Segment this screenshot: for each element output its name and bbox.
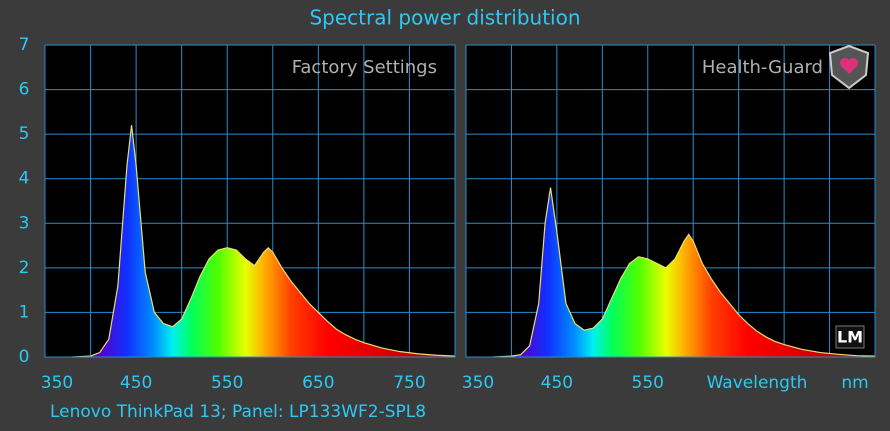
spectrum-line — [493, 187, 876, 358]
panel-label: Factory Settings — [292, 57, 437, 78]
x-tick-label: 550 — [211, 373, 243, 393]
spectrum-fill — [493, 187, 875, 357]
y-tick-label: 0 — [19, 347, 30, 367]
logo-box — [835, 325, 865, 349]
x-tick-label: 450 — [541, 373, 573, 393]
shield-icon — [828, 44, 870, 90]
plot-border — [44, 44, 456, 358]
x-tick-label: 650 — [302, 373, 334, 393]
y-tick-label: 1 — [19, 302, 30, 322]
footer: Lenovo ThinkPad 13; Panel: LP133WF2-SPL8 — [50, 402, 426, 422]
logo: LM — [837, 328, 863, 347]
x-tick-label: 750 — [393, 373, 425, 393]
plots: 0 1 2 3 4 5 6 7 350 450 550 650 750 Factory Settings 3… — [19, 35, 876, 393]
spectrum-fill — [72, 125, 455, 357]
y-tick-label: 6 — [19, 80, 30, 100]
plot-border — [465, 44, 876, 358]
panel-label: Health-Guard — [702, 57, 823, 78]
x-axis-label: Wavelength — [707, 373, 808, 393]
y-tick-label: 2 — [19, 258, 30, 278]
x-axis-unit: nm — [841, 373, 868, 393]
chart-title: Spectral power distribution — [309, 6, 580, 30]
x-tick-label: 550 — [632, 373, 664, 393]
x-tick-label: 450 — [120, 373, 152, 393]
x-tick-label: 350 — [41, 373, 73, 393]
y-tick-label: 5 — [19, 124, 30, 144]
y-tick-label: 4 — [19, 169, 30, 189]
spectrum-line — [72, 125, 456, 358]
y-tick-label: 3 — [19, 213, 30, 233]
x-tick-label: 350 — [462, 373, 494, 393]
y-tick-label: 7 — [19, 35, 30, 55]
